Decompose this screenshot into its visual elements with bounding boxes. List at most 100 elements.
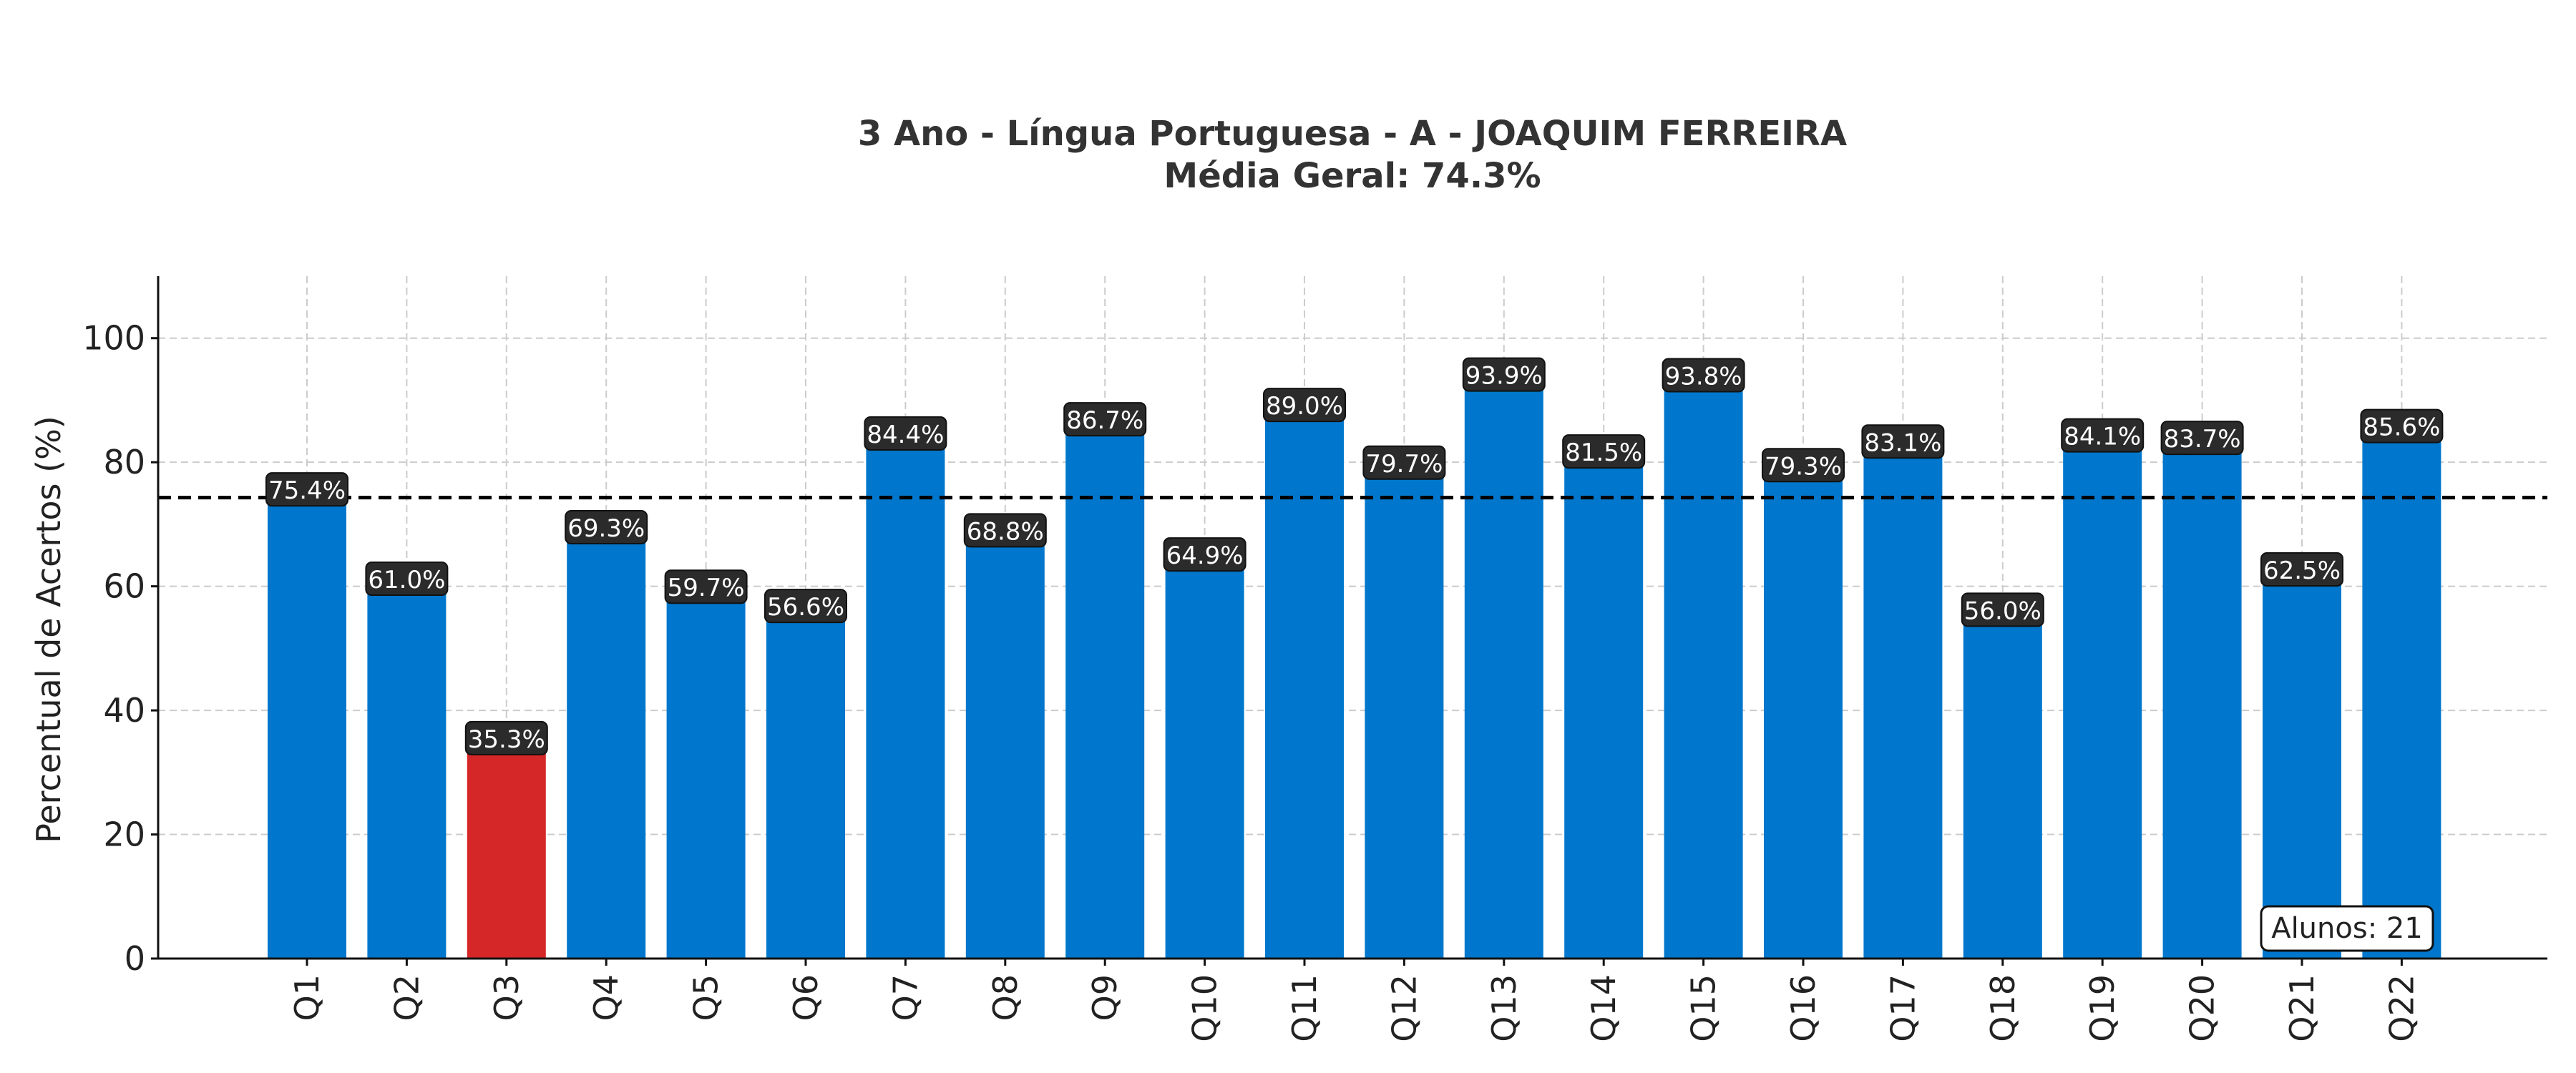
bar-q4 (567, 528, 646, 959)
bar-q21 (2263, 570, 2341, 959)
value-label: 89.0% (1266, 392, 1343, 421)
bar-q1 (268, 491, 346, 959)
value-label: 84.1% (2064, 423, 2141, 451)
x-tick-label: Q5 (687, 974, 726, 1021)
value-label-box (1063, 402, 1147, 437)
value-label-box (1462, 357, 1546, 392)
x-tick-label: Q9 (1085, 974, 1124, 1021)
value-label-box (963, 513, 1047, 548)
x-tick-label: Q16 (1784, 974, 1823, 1042)
chart-subtitle: Média Geral: 74.3% (1163, 156, 1541, 196)
bar-q16 (1764, 466, 1843, 959)
annotation-text: Alunos: 21 (2271, 912, 2423, 945)
bar-q17 (1863, 443, 1943, 959)
value-label: 86.7% (1066, 406, 1143, 435)
x-tick-label: Q7 (886, 974, 924, 1021)
bar-q3 (467, 739, 546, 959)
value-label: 79.7% (1365, 450, 1443, 479)
x-tick-label: Q1 (288, 974, 326, 1021)
y-tick-label: 80 (103, 443, 145, 481)
value-label: 61.0% (368, 566, 445, 594)
bar-q5 (666, 588, 746, 959)
x-tick-label: Q17 (1883, 974, 1922, 1042)
x-tick-label: Q6 (786, 974, 825, 1021)
value-label: 93.8% (1665, 362, 1742, 391)
x-tick-label: Q14 (1584, 974, 1623, 1042)
value-label-box (664, 569, 748, 604)
x-tick-label: Q11 (1285, 974, 1324, 1042)
y-tick-label: 40 (103, 691, 145, 730)
x-tick-label: Q15 (1684, 974, 1723, 1042)
bar-q15 (1664, 376, 1743, 959)
value-label: 69.3% (567, 514, 645, 543)
bars (268, 376, 2441, 959)
students-annotation: Alunos: 21 (2260, 905, 2434, 952)
y-axis-label: Percentual de Acertos (%) (29, 416, 68, 843)
bar-q11 (1265, 406, 1344, 959)
value-label-box (365, 561, 449, 596)
value-label-box (1163, 537, 1246, 572)
annotation-box (2260, 905, 2434, 952)
y-tick-label: 0 (125, 939, 145, 978)
bar-q7 (866, 435, 945, 959)
value-label-box (1662, 358, 1745, 393)
bar-q10 (1165, 556, 1244, 959)
value-label-box (1362, 445, 1446, 480)
x-tick-label: Q18 (1984, 974, 2022, 1042)
value-label-box (1861, 424, 1945, 459)
bar-q12 (1365, 464, 1444, 959)
grid (158, 276, 2547, 959)
bar-q6 (766, 607, 845, 959)
bar-q13 (1464, 376, 1543, 959)
value-label: 59.7% (668, 574, 745, 602)
value-label-box (2061, 418, 2145, 453)
value-label: 64.9% (1166, 542, 1244, 570)
value-label: 68.8% (967, 517, 1044, 546)
value-label: 84.4% (867, 421, 944, 449)
value-label: 56.0% (1964, 597, 2041, 625)
value-label-box (2160, 421, 2244, 456)
y-tick-label: 100 (82, 319, 145, 358)
value-label-box (1562, 434, 1646, 469)
value-label: 83.7% (2164, 425, 2241, 454)
value-label-box (464, 720, 548, 755)
value-label-box (1762, 448, 1845, 483)
x-tick-label: Q20 (2183, 974, 2222, 1042)
x-tick-label: Q22 (2382, 974, 2421, 1042)
x-tick-label: Q13 (1485, 974, 1523, 1042)
value-label-box (565, 509, 648, 544)
y-ticks: 0 20 40 60 80 100 (82, 319, 158, 978)
bar-q8 (965, 531, 1045, 959)
value-label-box (864, 416, 947, 451)
value-label-box (1263, 388, 1346, 423)
bar-q18 (1963, 611, 2042, 959)
data-labels: 75.4% 61.0% 35.3% 69.3% 59.7% 56.6% 84.4% 68.8%… (265, 357, 2444, 755)
value-label: 75.4% (268, 476, 346, 505)
bar-q9 (1065, 421, 1145, 959)
bar-q14 (1564, 453, 1644, 959)
value-label: 93.9% (1465, 362, 1543, 391)
value-label-box (2260, 552, 2343, 587)
chart-title: 3 Ano - Língua Portuguesa - A - JOAQUIM … (858, 114, 1847, 154)
value-label-box (2360, 408, 2444, 444)
bar-q22 (2362, 427, 2441, 959)
value-label: 79.3% (1765, 452, 1842, 481)
x-tick-label: Q10 (1186, 974, 1224, 1042)
x-tick-label: Q8 (986, 974, 1025, 1021)
value-label-box (265, 472, 348, 507)
value-label: 83.1% (1864, 428, 1941, 457)
x-ticks: Q1 Q2 Q3 Q4 Q5 Q6 Q7 Q8 Q9 Q10 Q11 Q12 Q13 Q14 Q15 Q16 Q… (288, 959, 2421, 1042)
y-tick-label: 20 (103, 815, 145, 854)
value-label: 56.6% (767, 593, 844, 622)
bar-q19 (2063, 436, 2142, 959)
value-label: 35.3% (468, 725, 545, 754)
y-tick-label: 60 (103, 567, 145, 606)
x-tick-label: Q3 (487, 974, 526, 1021)
value-label: 62.5% (2263, 557, 2341, 585)
x-tick-label: Q21 (2283, 974, 2321, 1042)
x-tick-label: Q4 (587, 974, 625, 1021)
value-label: 81.5% (1565, 438, 1642, 467)
x-tick-label: Q2 (387, 974, 426, 1021)
value-label-box (764, 589, 847, 624)
